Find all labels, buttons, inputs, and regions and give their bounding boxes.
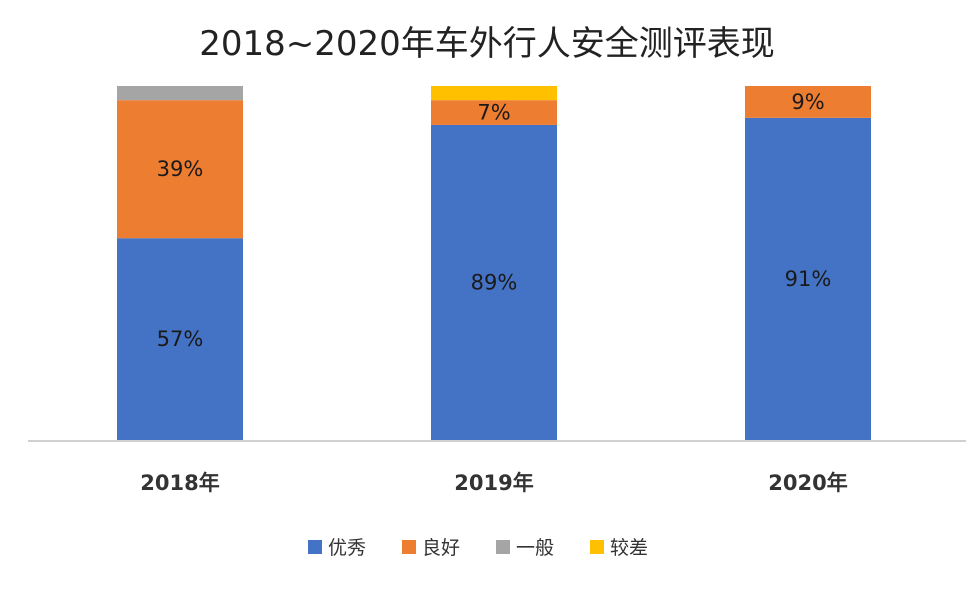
bar-segment-1-1 — [117, 238, 243, 440]
bar-segment-3-1 — [745, 117, 871, 441]
legend-swatch-2 — [402, 540, 416, 554]
category-label-2: 2019年 — [454, 471, 533, 495]
bar-segment-2-2 — [431, 100, 557, 125]
legend-swatch-4 — [590, 540, 604, 554]
data-labels-group: 57% 39% 89% 7% 91% 9% — [157, 90, 832, 351]
data-label-3-2: 9% — [791, 90, 824, 114]
data-label-1-1: 57% — [157, 327, 204, 351]
bars-group — [117, 86, 871, 441]
data-label-2-1: 89% — [471, 270, 518, 294]
legend-label-2: 良好 — [422, 537, 460, 559]
legend-swatch-1 — [308, 540, 322, 554]
bar-segment-2-1 — [431, 124, 557, 440]
category-labels-group: 2018年 2019年 2020年 — [140, 471, 847, 495]
bar-segment-2-4 — [431, 86, 557, 101]
legend-label-4: 较差 — [610, 537, 648, 559]
legend-label-1: 优秀 — [328, 537, 366, 559]
category-label-1: 2018年 — [140, 471, 219, 495]
bar-segment-3-2 — [745, 86, 871, 118]
category-label-3: 2020年 — [768, 471, 847, 495]
legend-swatch-3 — [496, 540, 510, 554]
bar-segment-1-3 — [117, 86, 243, 101]
chart-title: 2018~2020年车外行人安全测评表现 — [199, 24, 775, 64]
data-label-1-2: 39% — [157, 157, 204, 181]
bar-segment-1-2 — [117, 100, 243, 239]
legend: 优秀 良好 一般 较差 — [308, 537, 648, 559]
legend-label-3: 一般 — [516, 537, 554, 559]
data-label-3-1: 91% — [785, 267, 832, 291]
data-label-2-2: 7% — [477, 101, 510, 125]
